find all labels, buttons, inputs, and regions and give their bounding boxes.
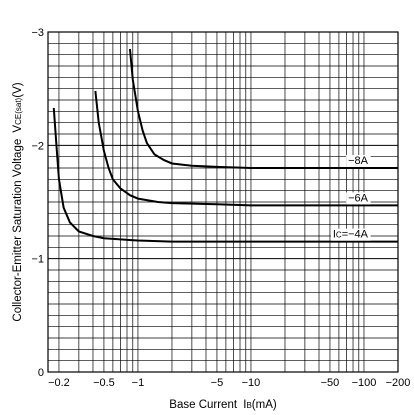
x-tick-label: −50 bbox=[321, 377, 340, 389]
y-tick-label: 0 bbox=[38, 367, 44, 379]
y-axis-label: Collector-Emitter Saturation Voltage VCE… bbox=[12, 82, 24, 321]
x-tick-label: −1 bbox=[132, 377, 145, 389]
y-tick-label: −2 bbox=[31, 140, 44, 152]
series-label-background bbox=[330, 228, 371, 241]
series-label-background bbox=[346, 192, 371, 205]
series-line bbox=[128, 48, 398, 169]
series-label-background bbox=[346, 155, 371, 167]
y-tick-label: −3 bbox=[31, 27, 44, 39]
x-tick-label: −0.5 bbox=[93, 377, 115, 389]
series-line bbox=[94, 90, 398, 207]
series-label: −6A bbox=[348, 192, 369, 204]
x-tick-label: −0.2 bbox=[48, 377, 70, 389]
x-axis-label: Base Current IB(mA) bbox=[169, 399, 277, 411]
series-labels: −8A −6A IC=−4A bbox=[330, 155, 371, 241]
series-lines bbox=[52, 48, 398, 243]
x-tick-label: −10 bbox=[242, 377, 261, 389]
series-label: −8A bbox=[348, 155, 369, 167]
plot-frame bbox=[47, 31, 399, 373]
tick-labels: −0.2 −0.5 −1 −5 −10 −50 −100 −200 0 −1 −2 −3 bbox=[31, 27, 410, 389]
series-label: IC=−4A bbox=[333, 229, 369, 241]
x-tick-label: −5 bbox=[211, 377, 224, 389]
grid bbox=[48, 32, 398, 372]
x-tick-label: −100 bbox=[352, 377, 377, 389]
x-tick-label: −200 bbox=[386, 377, 411, 389]
series-line bbox=[52, 107, 398, 243]
y-tick-label: −1 bbox=[31, 254, 44, 266]
